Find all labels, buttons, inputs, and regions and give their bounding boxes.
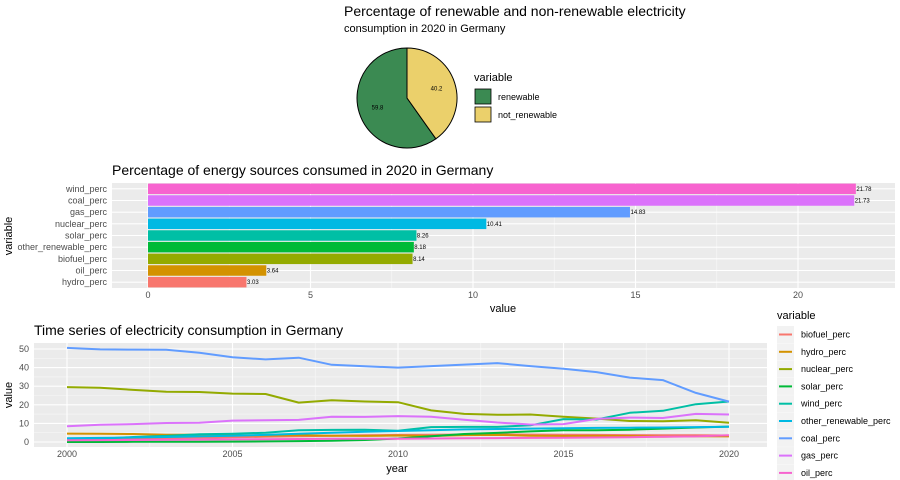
line-legend-label: gas_perc xyxy=(801,451,839,461)
series-line-oil-perc xyxy=(66,434,730,442)
bar-chart: Percentage of energy sources consumed in… xyxy=(3,162,895,315)
line-legend: biofuel_perc hydro_perc nuclear_perc solar_… xyxy=(777,326,891,480)
bar-marks: 21.78 21.73 14.83 10.41 8.26 8.18 8.14 3.64 3.03 xyxy=(148,183,872,288)
line-legend-label: hydro_perc xyxy=(801,347,847,357)
bar-x-tick-label: 20 xyxy=(793,290,803,300)
bar-solar-perc xyxy=(148,230,417,241)
line-y-tick-label: 0 xyxy=(24,437,29,447)
line-y-axis-label: value xyxy=(3,382,15,408)
bar-y-tick-label: solar_perc xyxy=(65,231,108,241)
bar-y-tick-label: other_renewable_perc xyxy=(17,242,107,252)
bar-data-label: 8.18 xyxy=(414,245,426,251)
bar-x-tick-label: 10 xyxy=(468,290,478,300)
bar-x-tick-label: 5 xyxy=(308,290,313,300)
bar-data-label: 21.78 xyxy=(856,187,872,193)
bar-y-tick-label: nuclear_perc xyxy=(55,219,108,229)
bar-x-tick-label: 0 xyxy=(145,290,150,300)
bar-title: Percentage of energy sources consumed in… xyxy=(112,162,493,178)
pie-legend-label: renewable xyxy=(498,92,540,102)
line-x-tick-label: 2020 xyxy=(719,449,739,459)
line-legend-label: biofuel_perc xyxy=(801,330,851,340)
line-x-tick-label: 2015 xyxy=(553,449,573,459)
bar-y-axis-label: variable xyxy=(3,217,15,256)
series-line-other-renewable-perc xyxy=(66,425,730,440)
bar-nuclear-perc xyxy=(148,218,487,230)
bar-data-label: 14.83 xyxy=(631,210,647,216)
bar-data-label: 10.41 xyxy=(487,222,503,228)
bar-y-tick-label: hydro_perc xyxy=(62,277,108,287)
bar-y-tick-label: wind_perc xyxy=(65,184,108,194)
bar-data-label: 3.03 xyxy=(247,280,259,286)
line-legend-title: variable xyxy=(777,310,816,322)
bar-y-tick-label: biofuel_perc xyxy=(58,254,108,264)
line-legend-label: nuclear_perc xyxy=(801,364,854,374)
pie-subtitle: consumption in 2020 in Germany xyxy=(344,23,506,35)
line-grid xyxy=(34,343,767,447)
line-legend-label: solar_perc xyxy=(801,381,844,391)
pie-legend-label: not_renewable xyxy=(498,110,557,120)
line-y-tick-label: 50 xyxy=(19,344,29,354)
series-line-gas-perc xyxy=(66,412,730,428)
bar-y-tick-label: oil_perc xyxy=(75,266,107,276)
line-y-tick-label: 10 xyxy=(19,418,29,428)
pie-legend: renewable not_renewable xyxy=(474,88,557,123)
line-title: Time series of electricity consumption i… xyxy=(34,322,343,338)
bar-x-axis-label: value xyxy=(490,303,516,315)
line-chart: Time series of electricity consumption i… xyxy=(3,310,891,480)
bar-wind-perc xyxy=(148,183,856,195)
line-x-tick-label: 2005 xyxy=(222,449,242,459)
pie-slice-not-renewable xyxy=(406,47,458,140)
bar-oil-perc xyxy=(148,265,267,276)
bar-hydro-perc xyxy=(148,276,247,288)
bar-data-label: 3.64 xyxy=(267,269,279,275)
bar-y-tick-label: coal_perc xyxy=(68,196,108,206)
pie-slice-label: 40.2 xyxy=(431,87,443,93)
line-legend-label: oil_perc xyxy=(801,468,833,478)
bar-other-renewable-perc xyxy=(148,241,414,253)
series-line-nuclear-perc xyxy=(66,386,730,424)
line-series xyxy=(66,346,730,443)
pie-legend-title: variable xyxy=(474,72,513,84)
pie-chart: Percentage of renewable and non-renewabl… xyxy=(344,3,686,149)
pie-title: Percentage of renewable and non-renewabl… xyxy=(344,3,686,19)
bar-biofuel-perc xyxy=(148,253,413,265)
pie-slice-label: 59.8 xyxy=(372,105,384,111)
series-line-coal-perc xyxy=(66,346,730,403)
line-legend-label: coal_perc xyxy=(801,433,841,443)
pie-slices: 59.8 40.2 xyxy=(356,47,458,149)
line-x-tick-labels: 2000 2005 2010 2015 2020 xyxy=(57,449,739,459)
bar-data-label: 21.73 xyxy=(855,199,871,205)
line-y-tick-label: 40 xyxy=(19,363,29,373)
pie-legend-key xyxy=(474,88,492,105)
bar-x-tick-label: 15 xyxy=(630,290,640,300)
bar-x-tick-labels: 0 5 10 15 20 xyxy=(145,290,803,300)
bar-y-tick-label: gas_perc xyxy=(70,207,108,217)
line-x-tick-label: 2000 xyxy=(57,449,77,459)
line-legend-label: other_renewable_perc xyxy=(801,416,891,426)
bar-gas-perc xyxy=(148,206,630,218)
line-y-tick-label: 20 xyxy=(19,400,29,410)
bar-coal-perc xyxy=(148,195,855,206)
pie-slice-renewable xyxy=(356,47,437,149)
bar-data-label: 8.26 xyxy=(417,234,429,240)
line-y-tick-labels: 0 10 20 30 40 50 xyxy=(19,344,29,447)
line-legend-label: wind_perc xyxy=(800,399,843,409)
line-y-tick-label: 30 xyxy=(19,381,29,391)
bar-data-label: 8.14 xyxy=(413,257,425,263)
line-x-tick-label: 2010 xyxy=(388,449,408,459)
line-x-axis-label: year xyxy=(386,463,408,475)
pie-legend-key xyxy=(474,106,492,123)
